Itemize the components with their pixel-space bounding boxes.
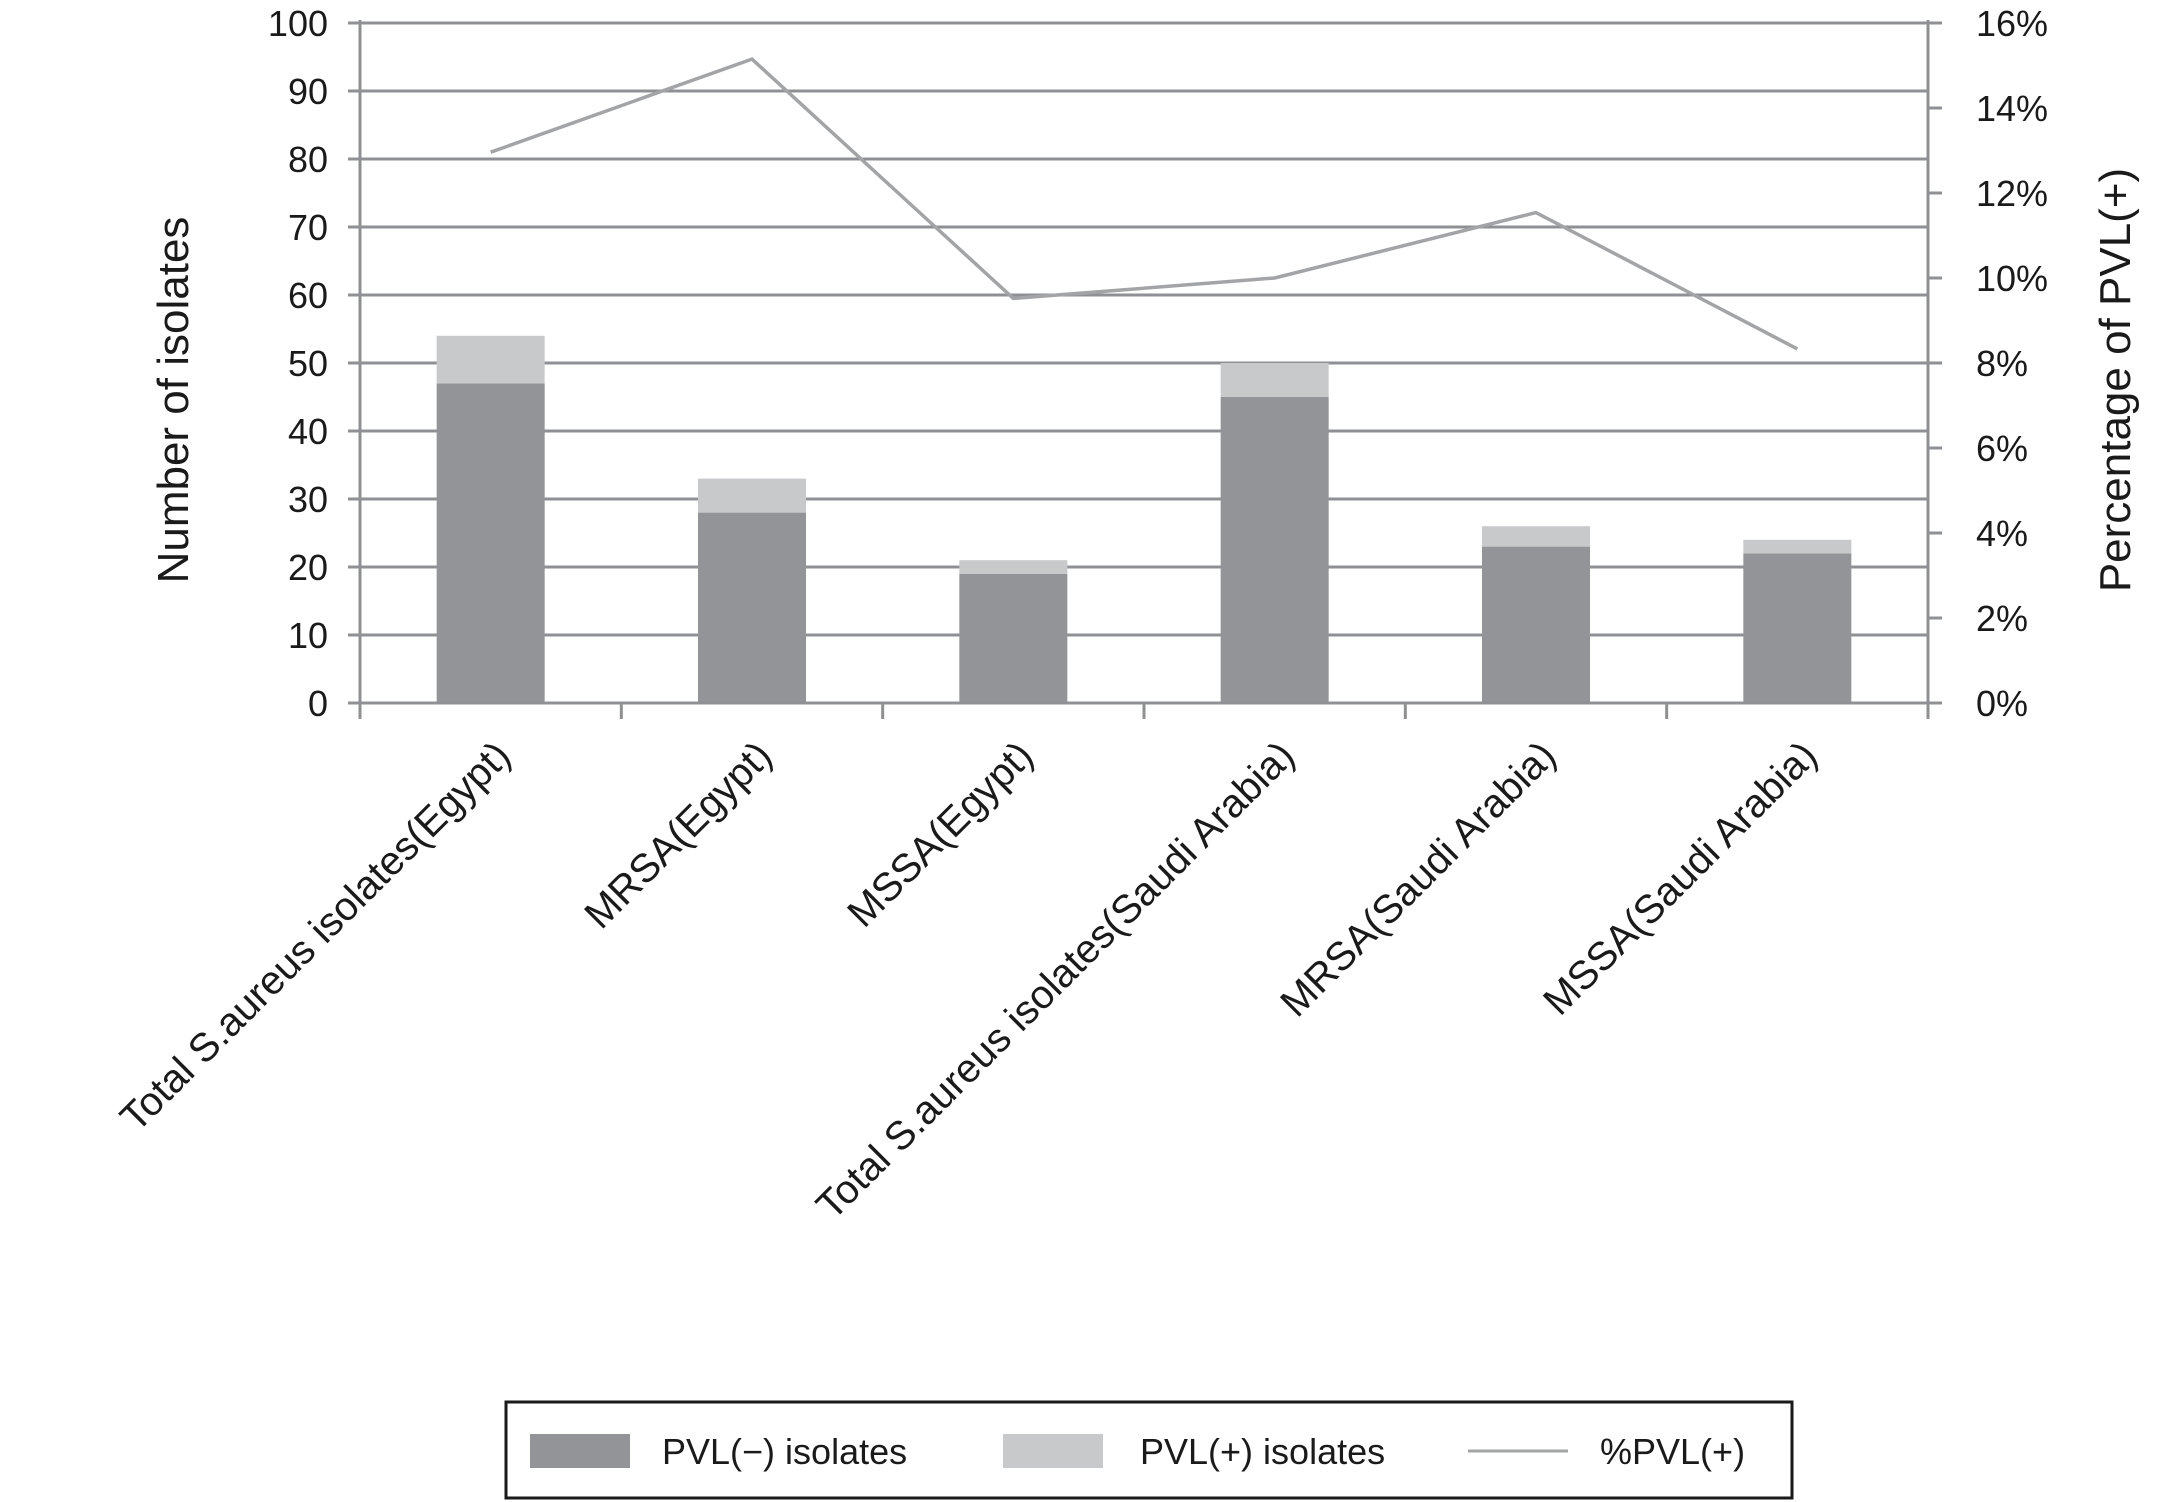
y-tick-label-10: 10: [288, 615, 328, 656]
y2-tick-label-12: 12%: [1976, 173, 2048, 214]
x-category-label-3: Total S.aureus isolates(Saudi Arabia): [808, 733, 1303, 1228]
legend: PVL(−) isolates PVL(+) isolates %PVL(+): [504, 1400, 1794, 1500]
y-tick-label-80: 80: [288, 139, 328, 180]
bar-pvl-positive-2: [959, 560, 1068, 574]
bar-pvl-positive-4: [1482, 526, 1590, 547]
bar-pvl-positive-0: [436, 335, 545, 384]
percentage-line: [490, 57, 1799, 351]
y-axis-title: Number of isolates: [149, 217, 198, 584]
y2-tick-label-0: 0%: [1976, 683, 2028, 724]
y2-axis-title: Percentage of PVL(+): [2091, 168, 2140, 592]
axes: [348, 20, 1942, 719]
gridlines: [360, 21, 1928, 705]
x-category-label-5: MSSA(Saudi Arabia): [1535, 733, 1826, 1024]
x-category-label-0: Total S.aureus isolates(Egypt): [112, 733, 519, 1140]
y-tick-label-70: 70: [288, 207, 328, 248]
x-category-label-2: MSSA(Egypt): [839, 733, 1041, 935]
bar-pvl-negative-4: [1482, 546, 1590, 703]
y-tick-label-0: 0: [308, 683, 328, 724]
y2-tick-label-14: 14%: [1976, 88, 2048, 129]
bar-pvl-negative-5: [1743, 553, 1852, 703]
line-percentage-pvl-positive: [490, 57, 1799, 351]
bar-pvl-negative-0: [436, 383, 545, 703]
y-tick-label-90: 90: [288, 71, 328, 112]
bar-pvl-negative-1: [698, 512, 806, 703]
y-tick-label-100: 100: [268, 3, 328, 44]
bar-pvl-positive-1: [698, 478, 806, 513]
bar-pvl-positive-5: [1743, 539, 1852, 554]
bar-pvl-positive-3: [1220, 363, 1329, 397]
legend-label-pvl-positive: PVL(+) isolates: [1140, 1431, 1385, 1472]
y2-tick-label-10: 10%: [1976, 258, 2048, 299]
x-category-label-4: MRSA(Saudi Arabia): [1272, 733, 1564, 1025]
y2-tick-label-8: 8%: [1976, 343, 2028, 384]
legend-label-percentage: %PVL(+): [1600, 1431, 1745, 1472]
legend-swatch-pvl-positive: [1003, 1434, 1103, 1468]
y2-tick-label-2: 2%: [1976, 598, 2028, 639]
bar-pvl-negative-2: [959, 573, 1068, 703]
y-tick-label-50: 50: [288, 343, 328, 384]
legend-swatch-pvl-negative: [530, 1434, 630, 1468]
x-category-label-1: MRSA(Egypt): [576, 733, 780, 937]
legend-label-pvl-negative: PVL(−) isolates: [662, 1431, 907, 1472]
y-tick-label-60: 60: [288, 275, 328, 316]
y-tick-label-30: 30: [288, 479, 328, 520]
y2-tick-label-16: 16%: [1976, 3, 2048, 44]
legend-box: [504, 1400, 1794, 1500]
y2-tick-label-4: 4%: [1976, 513, 2028, 554]
y-tick-label-40: 40: [288, 411, 328, 452]
bar-pvl-negative-3: [1220, 397, 1329, 703]
y2-tick-label-6: 6%: [1976, 428, 2028, 469]
bars: [436, 335, 1852, 703]
y-tick-label-20: 20: [288, 547, 328, 588]
